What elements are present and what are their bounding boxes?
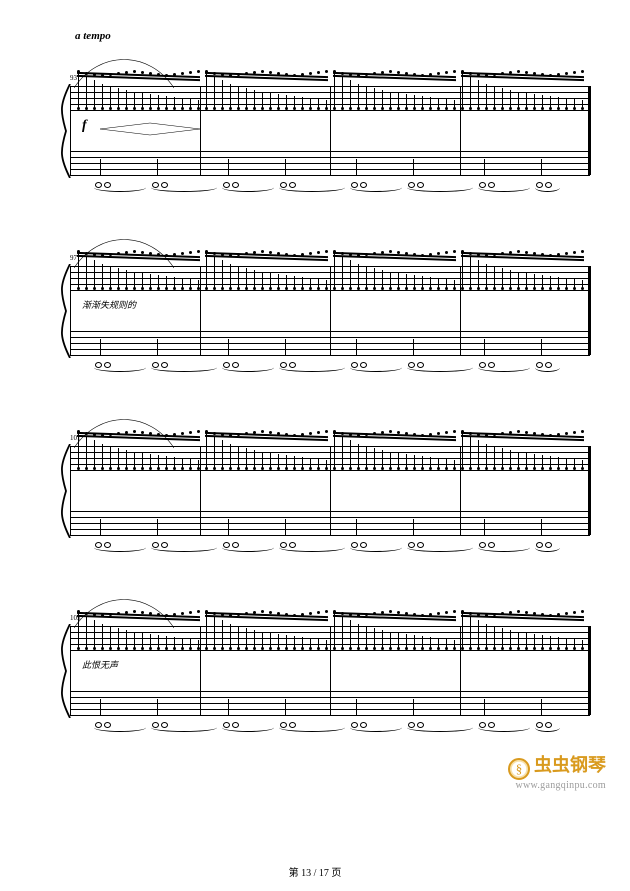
rh-sixteenth-runs (74, 248, 586, 290)
grand-staff-system: 97 渐渐失规则的 (40, 236, 590, 386)
hairpin-cresc-decresc (100, 122, 200, 136)
brand-url: www.gangqinpu.com (508, 780, 606, 791)
footer-page-number: 13 / 17 (301, 868, 329, 879)
expression-text: 此恨无声 (82, 658, 118, 671)
lh-notes (74, 691, 586, 721)
lh-notes (74, 151, 586, 181)
brand-badge-icon: § (508, 758, 530, 780)
lh-notes (74, 331, 586, 361)
lh-notes (74, 511, 586, 541)
grand-staff-system: 93 f (40, 56, 590, 206)
watermark: § 虫虫钢琴 www.gangqinpu.com (508, 751, 606, 791)
sheet-music-page: a tempo 93 f 97 (0, 0, 630, 891)
grand-staff-system: 101 (40, 416, 590, 566)
tempo-mark: a tempo (75, 30, 111, 42)
footer-prefix: 第 (289, 868, 302, 879)
expression-text: 渐渐失规则的 (82, 298, 136, 311)
rh-sixteenth-runs (74, 68, 586, 110)
dynamic-mark: f (82, 118, 87, 134)
page-footer: 第 13 / 17 页 (0, 864, 630, 879)
footer-suffix: 页 (331, 868, 341, 879)
rh-sixteenth-runs (74, 428, 586, 470)
rh-sixteenth-runs (74, 608, 586, 650)
brand-name: 虫虫钢琴 (534, 755, 606, 775)
grand-staff-system: 105 此恨无声 (40, 596, 590, 746)
